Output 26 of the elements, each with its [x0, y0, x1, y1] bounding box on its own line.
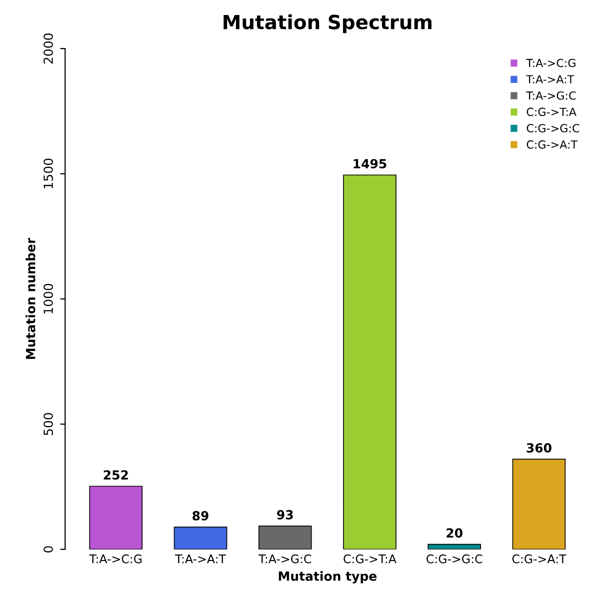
legend-label: C:G->G:C [526, 124, 580, 132]
data-label: 89 [192, 511, 208, 520]
y-tick-label: 500 [44, 413, 53, 436]
legend-label: C:G->A:T [526, 140, 578, 149]
data-label: 20 [446, 528, 462, 538]
x-tick-label: T:A->G:C [258, 554, 312, 564]
y-tick-label: 2000 [44, 33, 53, 64]
data-label: 1495 [354, 158, 386, 168]
x-tick-label: C:G->A:T [512, 554, 566, 564]
y-tick-label: 1000 [44, 284, 53, 314]
x-tick-label: T:A->A:T [175, 554, 226, 564]
y-axis-title: Mutation number [26, 238, 36, 359]
data-label: 93 [277, 510, 293, 520]
chart-title: Mutation Spectrum [224, 14, 432, 34]
legend-label: T:A->C:G [526, 58, 576, 68]
y-tick-label: 0 [44, 546, 53, 552]
x-tick-label: C:G->T:A [344, 554, 396, 564]
x-tick-label: C:G->G:C [426, 554, 482, 564]
legend-label: T:A->G:C [526, 91, 576, 100]
data-label: 252 [104, 470, 128, 480]
x-tick-label: T:A->C:G [89, 554, 142, 564]
data-label: 360 [526, 443, 552, 453]
legend-label: C:G->T:A [526, 108, 576, 116]
legend-label: T:A->A:T [526, 75, 574, 84]
x-axis-title: Mutation type [278, 571, 377, 584]
y-tick-label: 1500 [44, 158, 53, 188]
